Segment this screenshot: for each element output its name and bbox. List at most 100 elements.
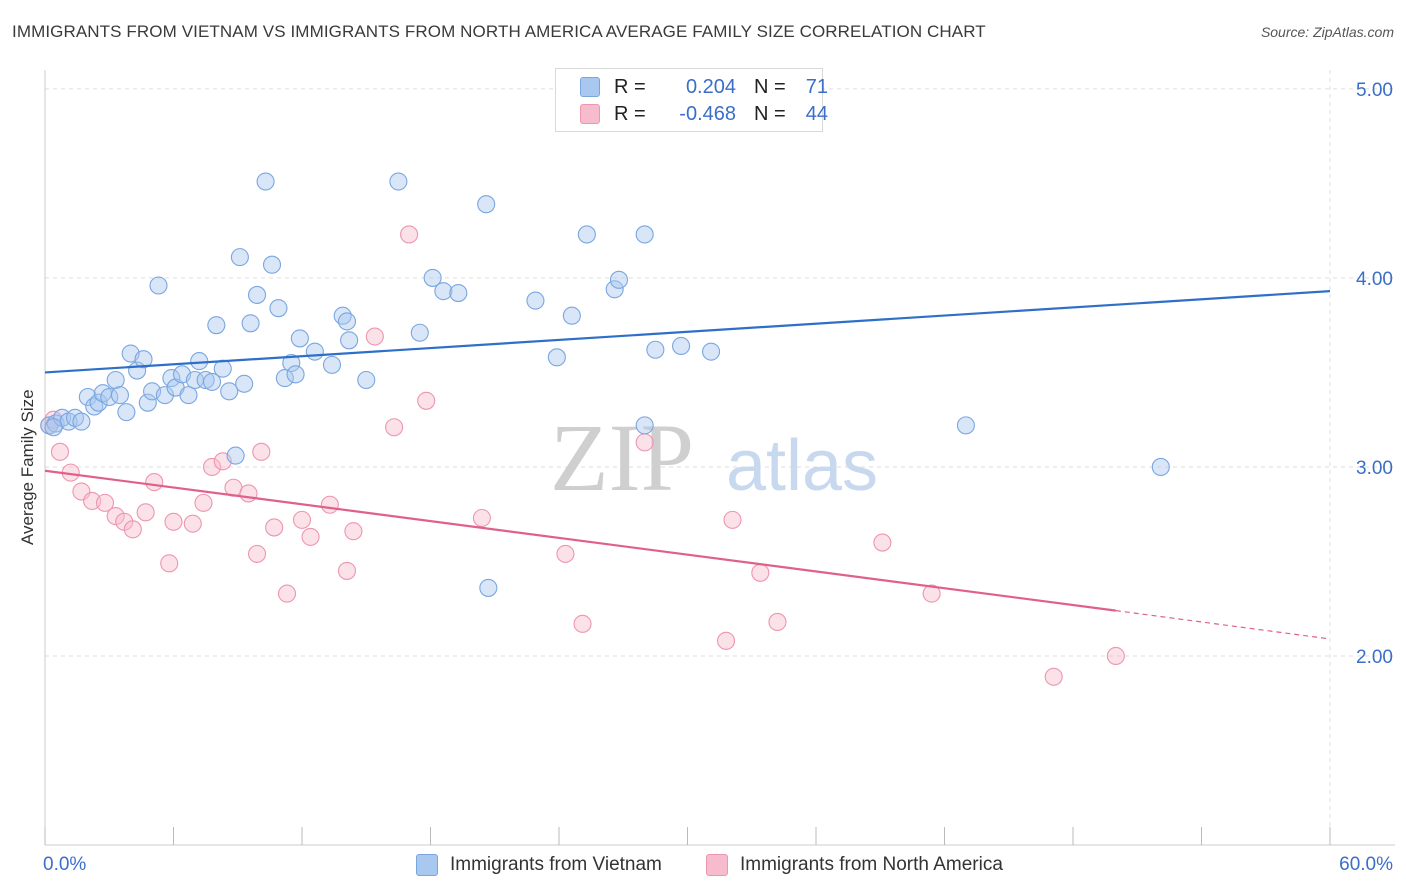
vietnam-point [956,416,975,435]
legend-row-north-america: R = -0.468 N = 44 [580,101,828,127]
bottom-swatch-blue [416,854,438,876]
vietnam-point [605,280,624,299]
x-tick-label: 0.0% [43,854,86,875]
north-america-point [265,518,284,537]
north-america-point [1044,667,1063,686]
north-america-point [203,457,222,477]
legend-row-vietnam: R = 0.204 N = 71 [580,74,828,100]
north-america-point [252,442,271,461]
north-america-point [194,493,213,512]
north-america-point [344,522,363,541]
north-america-point [873,533,892,552]
legend-r-value: -0.468 [679,102,736,125]
series-vietnam-points [40,172,1170,597]
tick-labels: 2.00 3.00 4.00 5.00 0.0% 60.0% [43,80,1393,875]
vietnam-point [577,225,596,244]
vietnam-point [230,248,249,267]
vietnam-point [262,255,282,274]
watermark-zip: ZIP [550,404,694,511]
vietnam-point [286,365,305,384]
north-america-point [472,508,491,528]
vietnam-point [269,299,288,318]
north-america-point [320,495,339,514]
trend-line-north-america [44,469,1116,612]
trend-lines [44,290,1331,640]
bottom-legend-label: Immigrants from North America [740,854,1003,875]
north-america-point [716,631,736,650]
vietnam-point [78,387,97,407]
vietnam-point [337,312,357,331]
vietnam-point [190,352,209,371]
vietnam-point [89,393,108,412]
vietnam-point [138,393,157,412]
y-tick-label: 2.00 [1356,647,1393,668]
vietnam-point [207,316,226,335]
north-america-point [385,418,404,437]
vietnam-point [646,340,665,359]
vietnam-point [547,348,566,367]
north-america-point [239,484,258,503]
vietnam-point [110,386,130,405]
legend-swatch-pink [580,104,600,124]
north-america-point [337,561,357,580]
vietnam-point [672,336,691,356]
north-america-point [123,520,142,539]
vietnam-point [247,285,267,304]
vietnam-point [449,283,468,303]
north-america-point [95,493,115,512]
x-tick-label: 60.0% [1339,854,1393,875]
vietnam-point [562,306,581,325]
legend-r-value: 0.204 [685,75,736,98]
bottom-swatch-pink [706,854,728,876]
north-america-point [50,442,70,461]
legend-n-value: 71 [805,75,828,98]
vietnam-point [479,578,498,597]
y-tick-label: 5.00 [1356,80,1393,101]
vietnam-point [235,374,254,393]
vietnam-point [410,323,429,342]
vietnam-point [609,270,629,289]
legend-swatch-blue [580,77,600,97]
legend-n-label: N = [754,75,786,98]
north-america-point [751,563,770,582]
north-america-point [136,503,155,522]
north-america-point [277,584,297,603]
vietnam-point [635,225,654,244]
vietnam-point [106,370,125,390]
vietnam-point [162,369,181,388]
legend: R = 0.204 N = 71 R = -0.468 N = 44 [555,68,828,132]
vietnam-point [1151,457,1170,477]
vietnam-point [340,331,359,350]
north-america-point [160,554,179,573]
vietnam-point [526,291,545,310]
bottom-legend-north-america: Immigrants from North America [706,852,1003,878]
legend-n-value: 44 [805,102,828,125]
vietnam-point [203,372,222,391]
vietnam-point [635,416,654,435]
north-america-point [164,512,183,531]
vietnam-point [213,359,232,378]
grid-lines [45,70,1395,845]
bottom-legend-label: Immigrants from Vietnam [450,854,662,875]
vietnam-point [220,382,239,401]
trend-line-vietnam [44,290,1331,374]
vietnam-point [357,370,376,390]
legend-n-label: N = [754,102,786,125]
vietnam-point [256,172,275,191]
y-tick-label: 3.00 [1356,458,1393,479]
north-america-point [292,510,312,529]
vietnam-point [196,370,215,390]
north-america-point [723,510,742,529]
vietnam-point [134,350,153,369]
north-america-point [635,433,654,452]
trend-line-north-america-extension [1115,610,1331,640]
vietnam-point [72,412,91,431]
north-america-point [768,612,787,632]
watermark-atlas: atlas [726,426,878,506]
vietnam-point [389,172,408,191]
north-america-point [145,473,164,492]
north-america-point [1106,646,1125,666]
legend-r-label: R = [614,75,646,98]
watermark: ZIP atlas [550,404,878,511]
vietnam-point [155,386,174,405]
